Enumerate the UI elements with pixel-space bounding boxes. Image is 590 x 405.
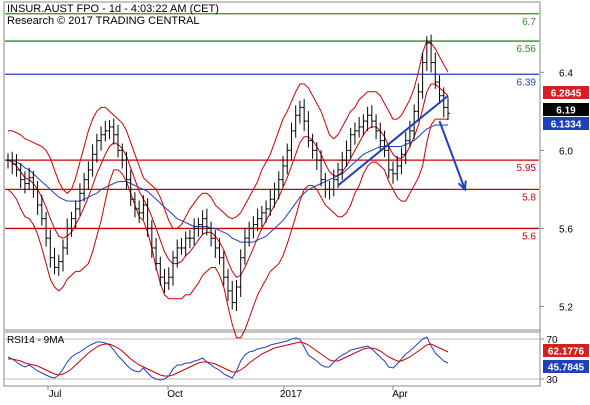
value-badge-2-bg: [543, 117, 589, 130]
rsi-line-0: [7, 336, 449, 381]
rsi-title: RSI14 - 9MA: [7, 335, 65, 346]
value-badge-0-text: 6.2845: [551, 89, 582, 100]
x-tick-label-2: 2017: [280, 389, 303, 400]
main-panel: 6.7 6.56 6.39 5.95 5.8 5.6 6.4 6.0 5.6 5.2 6.2845 6…: [5, 13, 589, 339]
band-line-1: [8, 124, 448, 243]
value-badge-1-text: 6.19: [556, 106, 576, 117]
level-label-3: 5.95: [517, 163, 537, 174]
rsi-badge-1-bg: [543, 360, 589, 373]
forecast-arrow-head: [457, 180, 467, 192]
band-line-3: [7, 118, 448, 339]
main-panel-frame: [3, 1, 541, 331]
value-badge-1-bg: [543, 103, 589, 116]
forecast-arrow-shaft: [438, 120, 466, 190]
x-tick-label-3: Apr: [392, 389, 408, 400]
header-line-2: Research © 2017 TRADING CENTRAL: [7, 15, 200, 27]
rsi-badge-0-text: 62.1776: [548, 347, 585, 358]
rsi-badge-1-text: 45.7845: [548, 363, 585, 374]
y-tick-label-0: 6.4: [559, 68, 573, 79]
level-label-4: 5.8: [522, 192, 536, 203]
rsi-panel-frame: [3, 331, 541, 387]
level-label-2: 6.39: [517, 77, 537, 88]
band-line-0: [7, 83, 449, 278]
value-badge-0-bg: [543, 86, 589, 99]
x-tick-label-1: Oct: [167, 389, 183, 400]
value-badge-2-text: 6.1334: [551, 120, 582, 131]
level-label-0: 6.7: [522, 17, 536, 28]
level-label-1: 6.56: [517, 44, 537, 55]
trend-line: [337, 94, 449, 187]
rsi-panel: 70 30 62.1776 45.7845: [5, 335, 589, 386]
rsi-y-tick-label-1: 30: [546, 375, 558, 386]
header-line-1: INSUR.AUST FPO - 1d - 4:03:22 AM (CET): [7, 3, 219, 15]
level-label-5: 5.6: [522, 231, 536, 242]
band-line-2: [8, 40, 449, 229]
x-tick-label-0: Jul: [49, 389, 62, 400]
y-tick-label-1: 6.0: [559, 146, 573, 157]
y-tick-label-2: 5.6: [559, 224, 573, 235]
rsi-y-tick-label-0: 70: [546, 335, 558, 346]
y-tick-label-3: 5.2: [559, 302, 573, 313]
x-axis: Jul Oct 2017 Apr: [47, 386, 408, 400]
rsi-line-1: [8, 341, 449, 377]
rsi-badge-0-bg: [543, 344, 589, 357]
